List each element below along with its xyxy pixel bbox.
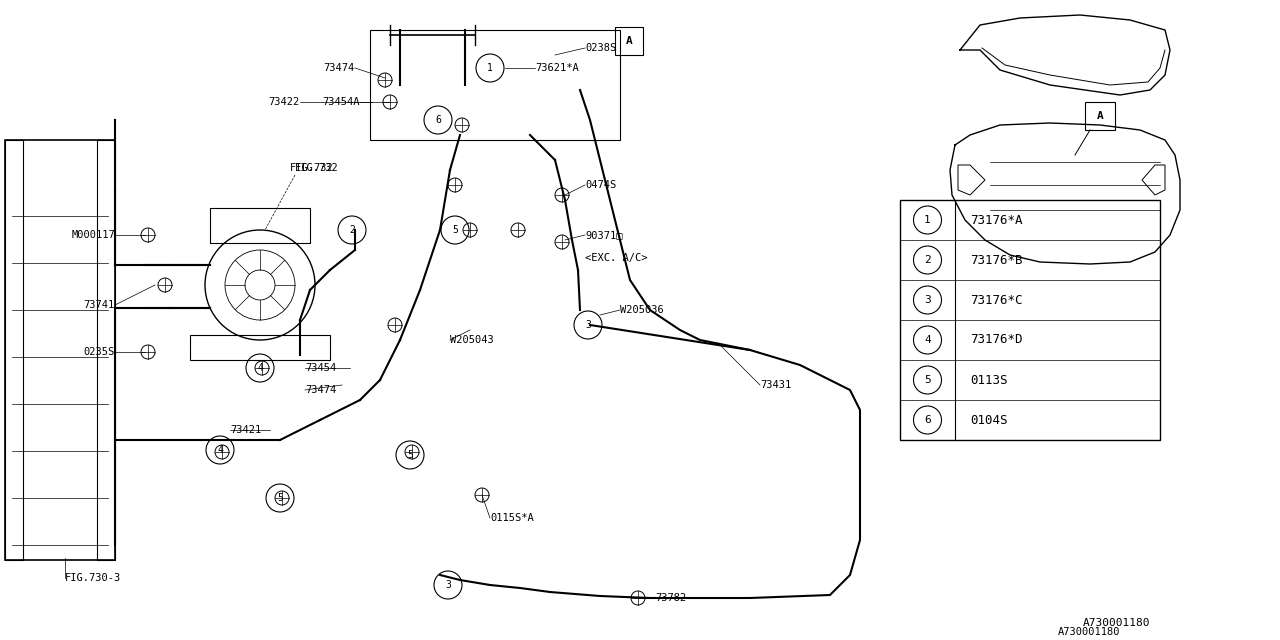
Text: 73454: 73454 bbox=[305, 363, 337, 373]
Text: 4: 4 bbox=[924, 335, 931, 345]
Text: 6: 6 bbox=[435, 115, 440, 125]
Text: FIG.732: FIG.732 bbox=[291, 163, 334, 173]
Text: 5: 5 bbox=[924, 375, 931, 385]
Bar bbox=[5, 140, 23, 560]
Text: A: A bbox=[626, 36, 632, 46]
Text: 5: 5 bbox=[276, 493, 283, 503]
Text: 3: 3 bbox=[585, 320, 591, 330]
Text: 73741: 73741 bbox=[83, 300, 115, 310]
Text: 4: 4 bbox=[257, 363, 262, 373]
Text: 73176*B: 73176*B bbox=[970, 253, 1023, 266]
Text: 73176*D: 73176*D bbox=[970, 333, 1023, 346]
Text: 1: 1 bbox=[488, 63, 493, 73]
Text: 73421: 73421 bbox=[230, 425, 261, 435]
Text: 0235S: 0235S bbox=[83, 347, 115, 357]
Text: 73782: 73782 bbox=[655, 593, 686, 603]
Text: A730001180: A730001180 bbox=[1057, 627, 1120, 637]
Text: 73431: 73431 bbox=[760, 380, 791, 390]
Text: 0104S: 0104S bbox=[970, 413, 1007, 426]
Text: W205036: W205036 bbox=[620, 305, 664, 315]
Text: 6: 6 bbox=[924, 415, 931, 425]
Text: 90371□: 90371□ bbox=[585, 230, 622, 240]
Text: 2: 2 bbox=[924, 255, 931, 265]
Text: W205043: W205043 bbox=[451, 335, 494, 345]
Text: M000117: M000117 bbox=[72, 230, 115, 240]
Bar bbox=[189, 335, 330, 360]
Bar bbox=[614, 27, 643, 55]
Text: 73176*C: 73176*C bbox=[970, 294, 1023, 307]
Text: 2: 2 bbox=[349, 225, 355, 235]
Text: 3: 3 bbox=[924, 295, 931, 305]
Text: 0474S: 0474S bbox=[585, 180, 616, 190]
Text: A730001180: A730001180 bbox=[1083, 618, 1149, 628]
Bar bbox=[210, 208, 310, 243]
Text: 5: 5 bbox=[452, 225, 458, 235]
Text: 73454A: 73454A bbox=[323, 97, 360, 107]
Text: FIG.732: FIG.732 bbox=[294, 163, 339, 173]
Text: 4: 4 bbox=[218, 445, 223, 455]
Text: <EXC. A/C>: <EXC. A/C> bbox=[585, 253, 648, 263]
Bar bbox=[900, 200, 1160, 440]
Text: 3: 3 bbox=[445, 580, 451, 590]
Text: 73176*A: 73176*A bbox=[970, 214, 1023, 227]
Bar bbox=[1085, 102, 1115, 130]
Text: 73474: 73474 bbox=[324, 63, 355, 73]
Text: 73474: 73474 bbox=[305, 385, 337, 395]
Text: 0113S: 0113S bbox=[970, 374, 1007, 387]
Text: 73621*A: 73621*A bbox=[535, 63, 579, 73]
Text: 0115S*A: 0115S*A bbox=[490, 513, 534, 523]
Text: 73422: 73422 bbox=[269, 97, 300, 107]
Bar bbox=[97, 140, 115, 560]
Text: 1: 1 bbox=[924, 215, 931, 225]
Text: 5: 5 bbox=[407, 450, 413, 460]
Text: A: A bbox=[1097, 111, 1103, 121]
Bar bbox=[5, 140, 115, 560]
Bar bbox=[370, 30, 620, 140]
Text: 0238S: 0238S bbox=[585, 43, 616, 53]
Text: FIG.730-3: FIG.730-3 bbox=[65, 573, 122, 583]
